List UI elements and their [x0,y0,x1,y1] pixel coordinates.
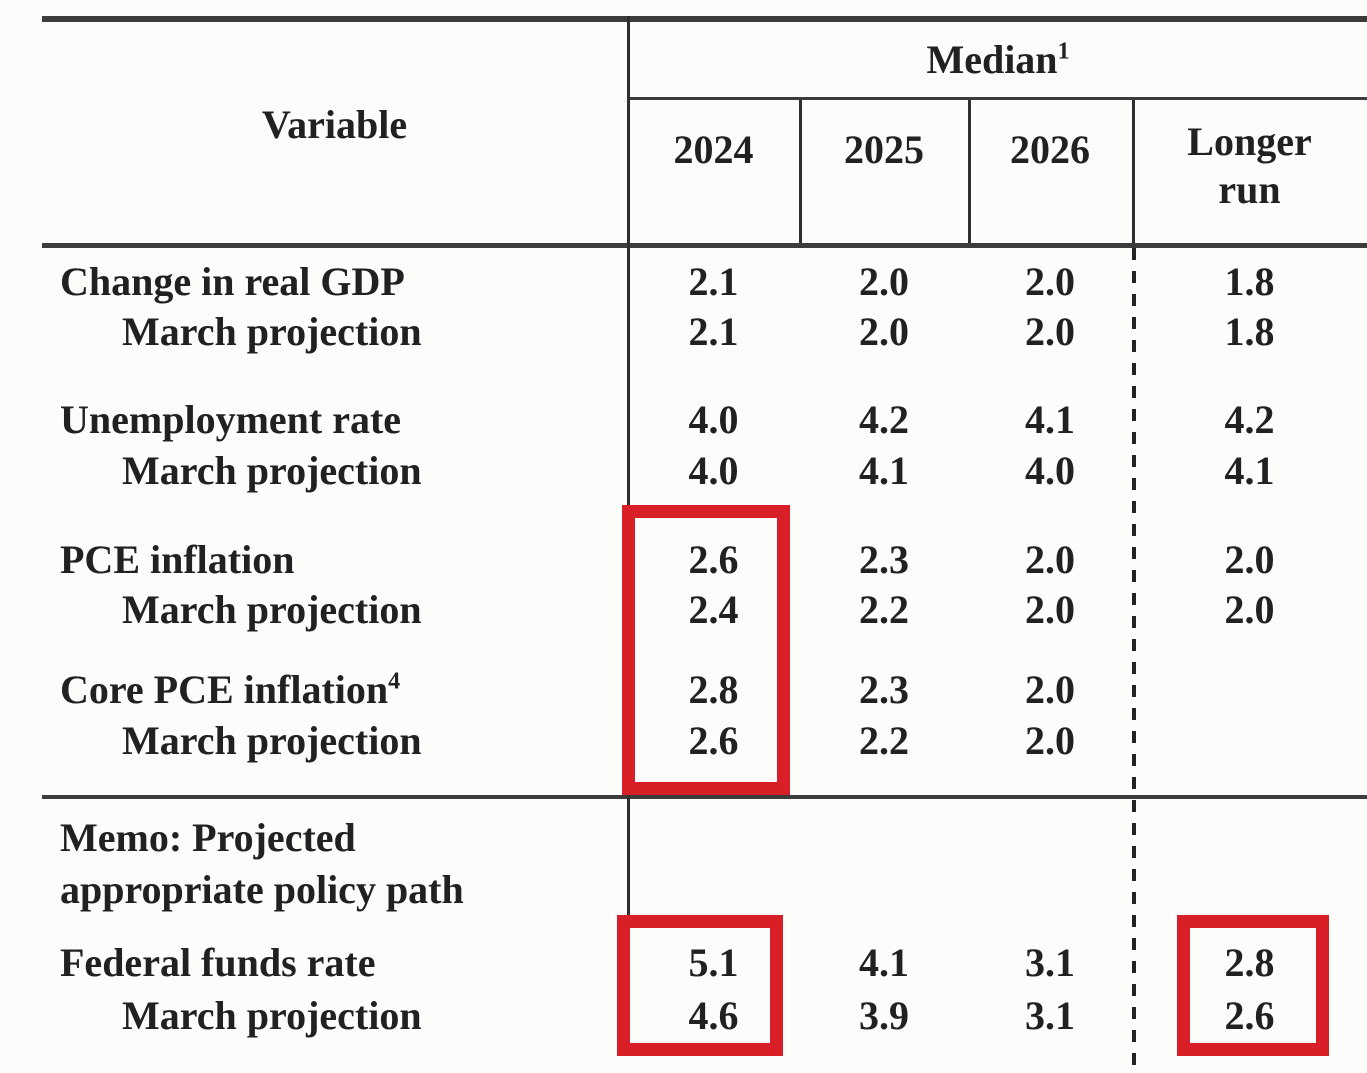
gdp-2026-value: 2.0 [1025,259,1075,304]
ffr-longer-run-value: 2.8 [1224,940,1275,985]
row-label-ffr-march-projection: March projection [122,993,422,1038]
gdp-2025-value: 2.0 [859,259,909,304]
row-label-unemployment-march-projection: March projection [122,448,422,493]
median-header: Median1 [926,37,1070,82]
unemployment-march-2025-value: 4.1 [859,448,909,493]
column-header-longer-run-line2: run [1218,167,1281,212]
row-label-change-in-real-gdp: Change in real GDP [60,259,405,304]
median-underline-rule [629,97,1367,100]
core-pce-2026-value: 2.0 [1025,667,1075,712]
pce-2025-value: 2.3 [859,537,909,582]
core-pce-march-2025-value: 2.2 [859,718,909,763]
highlight-box-ffr-longer-run [1177,915,1329,1056]
median-footnote-marker: 1 [1057,38,1070,65]
unemployment-2026-value: 4.1 [1025,397,1075,442]
ffr-2025-value: 4.1 [859,940,909,985]
row-label-unemployment-rate: Unemployment rate [60,397,402,442]
highlight-box-inflation-2024 [622,505,790,795]
core-pce-march-2026-value: 2.0 [1025,718,1075,763]
core-pce-2024-value: 2.8 [688,667,739,712]
memo-label-line1: Memo: Projected [60,815,356,860]
column-header-2026: 2026 [1010,127,1090,172]
unemployment-march-2024-value: 4.0 [688,448,739,493]
divider-2025-2026 [968,100,971,243]
core-pce-march-2024-value: 2.6 [688,718,739,763]
pce-2024-value: 2.6 [688,537,739,582]
row-label-gdp-march-projection: March projection [122,309,422,354]
pce-march-2026-value: 2.0 [1025,587,1075,632]
ffr-march-longer-run-value: 2.6 [1224,993,1275,1038]
pce-march-longer-run-value: 2.0 [1224,587,1275,632]
ffr-march-2024-value: 4.6 [688,993,739,1038]
row-label-federal-funds-rate: Federal funds rate [60,940,376,985]
column-header-longer-run-line1: Longer [1187,119,1312,164]
gdp-march-2026-value: 2.0 [1025,309,1075,354]
column-header-2024: 2024 [673,127,754,172]
header-bottom-rule [42,243,1367,248]
pce-longer-run-value: 2.0 [1224,537,1275,582]
longer-run-dashed-divider [1132,248,1136,1073]
divider-2026-longer-run [1132,100,1135,243]
memo-section-rule [42,795,1367,799]
ffr-2024-value: 5.1 [688,940,739,985]
core-pce-2025-value: 2.3 [859,667,909,712]
pce-2026-value: 2.0 [1025,537,1075,582]
column-header-2025: 2025 [844,127,924,172]
core-pce-footnote-marker: 4 [388,668,401,695]
highlight-box-ffr-2024 [617,915,783,1056]
row-label-core-pce-march-projection: March projection [122,718,422,763]
table-top-rule [42,16,1367,22]
pce-march-2025-value: 2.2 [859,587,909,632]
ffr-march-2025-value: 3.9 [859,993,909,1038]
gdp-march-2024-value: 2.1 [688,309,739,354]
memo-label-line2: appropriate policy path [60,867,464,912]
row-label-core-pce-inflation: Core PCE inflation4 [60,667,401,712]
gdp-2024-value: 2.1 [688,259,739,304]
ffr-2026-value: 3.1 [1025,940,1075,985]
ffr-march-2026-value: 3.1 [1025,993,1075,1038]
unemployment-march-longer-run-value: 4.1 [1224,448,1275,493]
divider-2024-2025 [799,100,802,243]
row-label-pce-march-projection: March projection [122,587,422,632]
row-label-pce-inflation: PCE inflation [60,537,295,582]
gdp-march-2025-value: 2.0 [859,309,909,354]
unemployment-longer-run-value: 4.2 [1224,397,1275,442]
unemployment-2024-value: 4.0 [688,397,739,442]
unemployment-2025-value: 4.2 [859,397,909,442]
variable-header: Variable [261,102,408,147]
gdp-march-longer-run-value: 1.8 [1224,309,1275,354]
gdp-longer-run-value: 1.8 [1224,259,1275,304]
pce-march-2024-value: 2.4 [688,587,739,632]
unemployment-march-2026-value: 4.0 [1025,448,1075,493]
